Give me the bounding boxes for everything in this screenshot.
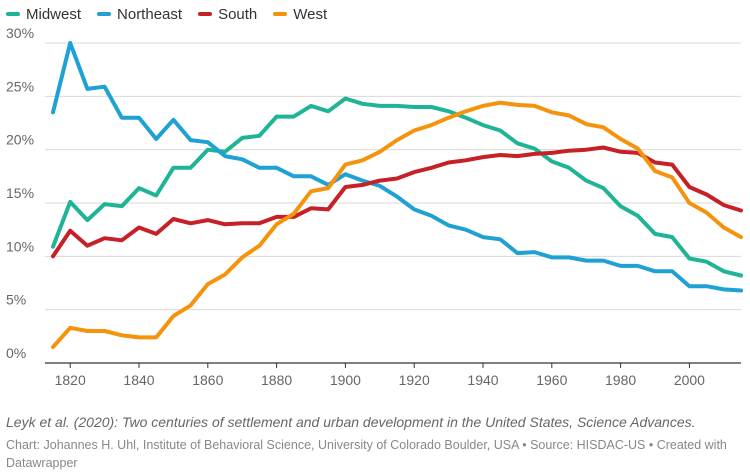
- x-tick-label: 1960: [536, 372, 567, 386]
- x-tick-label: 1880: [261, 372, 292, 386]
- series-line-northeast: [51, 41, 743, 293]
- y-tick-label: 20%: [6, 132, 34, 148]
- source-note: Leyk et al. (2020): Two centuries of set…: [6, 414, 696, 430]
- legend-item-west: West: [273, 6, 327, 23]
- legend-swatch-south: [198, 12, 213, 16]
- legend-label-northeast: Northeast: [117, 5, 183, 23]
- series-line-west: [51, 100, 743, 349]
- series-line-south: [51, 145, 743, 259]
- line-chart: 0% 5% 10% 15% 20% 25% 30% 1820 1840 1860 1880 1900 1…: [6, 26, 743, 386]
- legend-item-northeast: Northeast: [97, 6, 182, 23]
- chart-credit: Chart: Johannes H. Uhl, Institute of Beh…: [6, 438, 727, 470]
- y-tick-label: 15%: [6, 185, 34, 201]
- y-tick-label: 5%: [6, 292, 26, 308]
- x-tick-label: 1840: [123, 372, 154, 386]
- x-tick-label: 2000: [674, 372, 705, 386]
- y-tick-label: 0%: [6, 345, 26, 361]
- series-lines: [51, 41, 743, 349]
- legend-item-midwest: Midwest: [6, 6, 81, 23]
- y-tick-label: 25%: [6, 78, 34, 94]
- y-tick-label: 30%: [6, 26, 34, 41]
- x-tick-label: 1860: [192, 372, 223, 386]
- legend-item-south: South: [198, 6, 257, 23]
- legend-label-west: West: [293, 5, 328, 23]
- legend-swatch-midwest: [6, 12, 20, 16]
- x-tick-label: 1980: [605, 372, 636, 386]
- legend-swatch-northeast: [97, 12, 112, 16]
- legend-swatch-west: [273, 12, 288, 16]
- x-tick-label: 1920: [399, 372, 430, 386]
- legend-label-south: South: [218, 5, 258, 23]
- grid-lines: [45, 42, 741, 368]
- x-tick-label: 1900: [330, 372, 361, 386]
- x-tick-label: 1820: [55, 372, 86, 386]
- y-tick-label: 10%: [6, 238, 34, 254]
- series-line-midwest: [51, 96, 743, 278]
- legend-label-midwest: Midwest: [26, 5, 82, 23]
- chart-legend: Midwest Northeast South West: [6, 4, 327, 24]
- tick-labels: 0% 5% 10% 15% 20% 25% 30% 1820 1840 1860 1880 1900 1…: [6, 26, 705, 386]
- x-tick-label: 1940: [467, 372, 498, 386]
